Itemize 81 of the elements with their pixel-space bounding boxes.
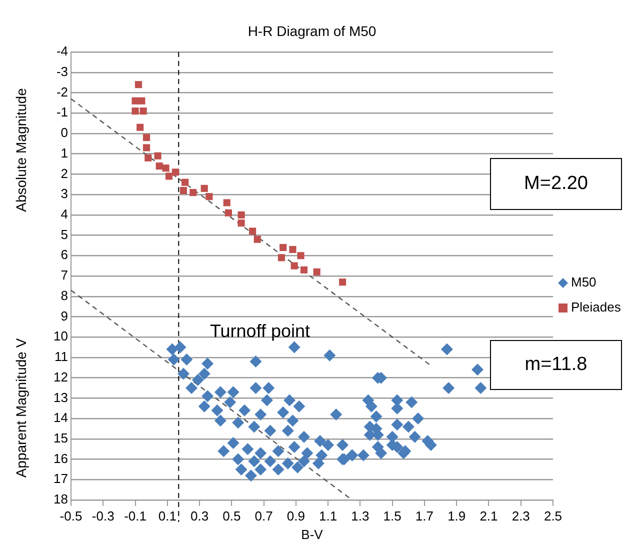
point bbox=[156, 162, 163, 170]
x-tick-label: 2.3 bbox=[512, 508, 530, 524]
x-tick-label: 0.5 bbox=[222, 508, 241, 524]
x-tick-label: 0.7 bbox=[254, 508, 273, 524]
legend-label: Pleiades bbox=[571, 300, 622, 315]
y-tick-label: -2 bbox=[56, 84, 68, 100]
x-tick-label: 0.3 bbox=[190, 508, 209, 524]
x-tick-label: -0.1 bbox=[124, 508, 146, 524]
point bbox=[224, 209, 232, 216]
legend-label: M50 bbox=[571, 274, 596, 290]
point bbox=[182, 178, 189, 186]
y-tick-label: 8 bbox=[60, 288, 68, 303]
y-tick-label: 17 bbox=[54, 471, 68, 486]
x-tick-label: -0.5 bbox=[60, 508, 82, 524]
text: Absolute Magnitude bbox=[12, 88, 29, 212]
point bbox=[249, 228, 256, 235]
point bbox=[134, 81, 142, 88]
y-tick-label: 15 bbox=[54, 430, 68, 446]
x-tick-label: 1.9 bbox=[448, 508, 466, 524]
point bbox=[254, 236, 261, 243]
point bbox=[165, 172, 173, 180]
x-tick-label: 1.1 bbox=[319, 508, 338, 524]
point bbox=[154, 152, 162, 160]
x-tick-label: -0.3 bbox=[92, 508, 114, 524]
y-tick-label: 10 bbox=[54, 328, 68, 344]
point bbox=[238, 220, 245, 227]
y-tick-label: 0 bbox=[60, 125, 68, 140]
annotation: Turnoff point bbox=[210, 320, 310, 341]
y-tick-label: 11 bbox=[54, 349, 68, 364]
x-tick-label: 2.1 bbox=[480, 508, 498, 524]
y-tick-label: 6 bbox=[60, 247, 68, 262]
x-tick-label: 2.5 bbox=[544, 508, 562, 524]
point bbox=[136, 124, 144, 131]
point bbox=[200, 184, 208, 192]
point bbox=[300, 266, 308, 274]
point bbox=[313, 268, 320, 276]
x-tick-label: 0.1 bbox=[158, 508, 176, 524]
point bbox=[138, 97, 146, 104]
point bbox=[144, 154, 152, 162]
y-tick-label: 5 bbox=[60, 226, 68, 242]
point bbox=[190, 188, 197, 196]
y-tick-label: 14 bbox=[54, 410, 68, 426]
x-tick-label: 1.7 bbox=[415, 508, 434, 524]
y-tick-label: 13 bbox=[54, 390, 68, 405]
point bbox=[142, 134, 150, 142]
point bbox=[180, 186, 187, 194]
point bbox=[132, 108, 139, 115]
note-box: M=2.20 bbox=[490, 158, 622, 210]
point bbox=[162, 164, 170, 172]
x-tick-label: 0.9 bbox=[286, 508, 305, 524]
y-tick-label: -3 bbox=[56, 64, 68, 79]
point bbox=[338, 278, 346, 286]
y-tick-label: -1 bbox=[56, 104, 68, 120]
y-tick-label: 16 bbox=[54, 450, 68, 466]
y-tick-label: 3 bbox=[60, 186, 68, 202]
y-tick-label: 4 bbox=[60, 206, 68, 222]
y-tick-label: 12 bbox=[54, 369, 68, 384]
point bbox=[223, 199, 230, 206]
point bbox=[297, 252, 304, 260]
x-tick-label: 1.3 bbox=[351, 508, 370, 524]
y-tick-label: 2 bbox=[60, 166, 68, 181]
y-tick-label: 1 bbox=[60, 145, 68, 160]
point bbox=[280, 244, 287, 252]
point bbox=[142, 144, 150, 152]
note-box: m=11.8 bbox=[490, 340, 622, 390]
point bbox=[172, 168, 179, 176]
x-axis-title: B-V bbox=[301, 526, 324, 542]
point bbox=[140, 108, 147, 115]
x-tick-label: 1.5 bbox=[383, 508, 402, 524]
chart-title: H-R Diagram of M50 bbox=[248, 22, 376, 39]
y-tick-label: 9 bbox=[60, 308, 68, 324]
point bbox=[206, 193, 213, 200]
y-tick-label: 7 bbox=[60, 268, 68, 283]
point bbox=[238, 211, 245, 218]
point bbox=[290, 262, 298, 270]
point bbox=[278, 254, 286, 262]
y-tick-label: -4 bbox=[56, 44, 68, 59]
y-axis-title: Apparent Magnitude V bbox=[12, 338, 29, 478]
point bbox=[289, 246, 296, 254]
point bbox=[132, 97, 139, 104]
y-tick-label: 18 bbox=[54, 492, 68, 507]
